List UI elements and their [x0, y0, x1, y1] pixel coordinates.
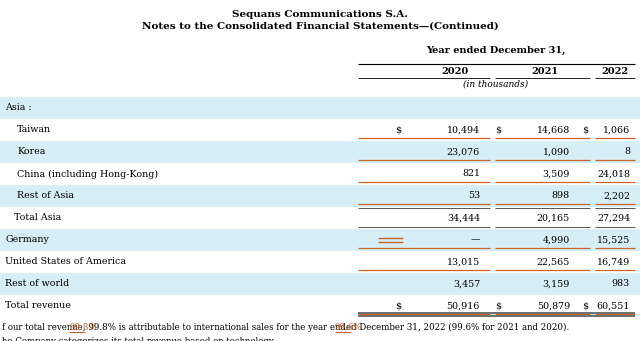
Text: Notes to the Consolidated Financial Statements—(Continued): Notes to the Consolidated Financial Stat… — [141, 22, 499, 31]
Text: 15,525: 15,525 — [596, 236, 630, 244]
Text: 1,066: 1,066 — [603, 125, 630, 134]
Text: Asia :: Asia : — [5, 104, 31, 113]
Text: 898: 898 — [552, 192, 570, 201]
Text: Year ended December 31,: Year ended December 31, — [426, 46, 566, 55]
Text: China (including Hong-Kong): China (including Hong-Kong) — [17, 169, 158, 179]
FancyBboxPatch shape — [0, 97, 640, 119]
Text: 3,457: 3,457 — [452, 280, 480, 288]
Text: 13,015: 13,015 — [447, 257, 480, 267]
Text: United States of America: United States of America — [5, 257, 126, 267]
FancyBboxPatch shape — [0, 273, 640, 295]
FancyBboxPatch shape — [0, 141, 640, 163]
Text: 23,076: 23,076 — [447, 148, 480, 157]
Text: Korea: Korea — [17, 148, 45, 157]
Text: 20,165: 20,165 — [537, 213, 570, 222]
Text: 10,494: 10,494 — [447, 125, 480, 134]
Text: 821: 821 — [462, 169, 480, 178]
Text: 99.8%: 99.8% — [69, 323, 97, 332]
Text: 8: 8 — [624, 148, 630, 157]
Text: he Company categorizes its total revenue based on technology.: he Company categorizes its total revenue… — [2, 337, 275, 341]
Text: $: $ — [582, 301, 588, 311]
Text: 16,749: 16,749 — [596, 257, 630, 267]
Text: $: $ — [495, 125, 501, 134]
Text: Rest of Asia: Rest of Asia — [17, 192, 74, 201]
Text: —: — — [470, 236, 480, 244]
Text: 2,202: 2,202 — [603, 192, 630, 201]
Text: 50,879: 50,879 — [537, 301, 570, 311]
Text: Rest of world: Rest of world — [5, 280, 69, 288]
Text: Taiwan: Taiwan — [17, 125, 51, 134]
Text: f our total revenue, 99.8% is attributable to international sales for the year e: f our total revenue, 99.8% is attributab… — [2, 323, 569, 332]
Text: 27,294: 27,294 — [597, 213, 630, 222]
Text: 14,668: 14,668 — [537, 125, 570, 134]
Text: Sequans Communications S.A.: Sequans Communications S.A. — [232, 10, 408, 19]
Text: 24,018: 24,018 — [597, 169, 630, 178]
Text: $: $ — [395, 301, 401, 311]
Text: 50,916: 50,916 — [447, 301, 480, 311]
Text: 1,090: 1,090 — [543, 148, 570, 157]
Text: 22,565: 22,565 — [536, 257, 570, 267]
Text: 2020: 2020 — [442, 67, 468, 76]
Text: 60,551: 60,551 — [596, 301, 630, 311]
Text: 4,990: 4,990 — [543, 236, 570, 244]
Text: 34,444: 34,444 — [447, 213, 480, 222]
Text: Germany: Germany — [5, 236, 49, 244]
Text: 2021: 2021 — [531, 67, 559, 76]
Text: $: $ — [495, 301, 501, 311]
Text: 99.6%: 99.6% — [335, 323, 362, 332]
Text: 983: 983 — [612, 280, 630, 288]
Text: Total revenue: Total revenue — [5, 301, 71, 311]
Text: Total Asia: Total Asia — [5, 213, 61, 222]
FancyBboxPatch shape — [0, 229, 640, 251]
Text: $: $ — [582, 125, 588, 134]
Text: 53: 53 — [468, 192, 480, 201]
Text: 3,509: 3,509 — [543, 169, 570, 178]
Text: $: $ — [395, 125, 401, 134]
Text: (in thousands): (in thousands) — [463, 80, 529, 89]
Text: 3,159: 3,159 — [543, 280, 570, 288]
FancyBboxPatch shape — [0, 185, 640, 207]
Text: 2022: 2022 — [602, 67, 628, 76]
